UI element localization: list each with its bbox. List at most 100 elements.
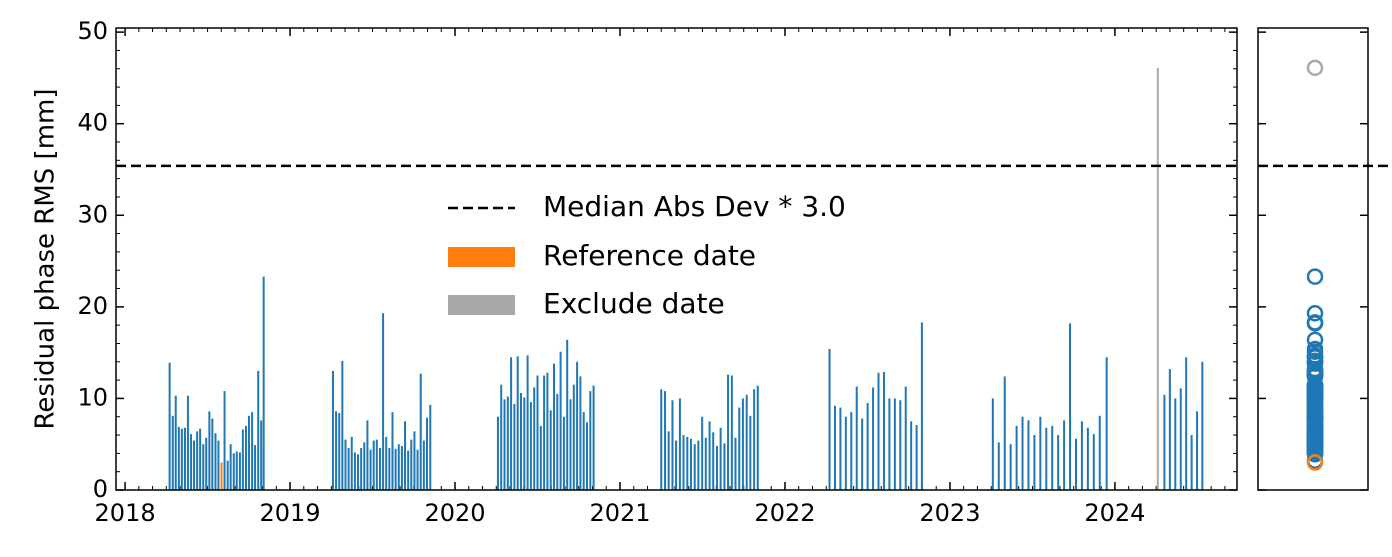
bar — [1003, 376, 1006, 490]
bar — [217, 440, 220, 490]
bar — [689, 438, 692, 490]
bar — [244, 425, 247, 490]
bar — [723, 443, 726, 490]
bar — [262, 276, 265, 490]
bar — [904, 386, 907, 490]
bar — [1033, 435, 1036, 490]
bar — [572, 384, 575, 490]
bar — [734, 437, 737, 490]
bar — [745, 394, 748, 490]
bar — [712, 432, 715, 490]
bar — [171, 415, 174, 490]
bar — [704, 437, 707, 490]
bar — [1105, 357, 1108, 490]
bar — [1057, 435, 1060, 490]
bar — [727, 374, 730, 490]
bar — [850, 412, 853, 490]
bar — [719, 427, 722, 490]
bar — [382, 313, 385, 490]
y-axis-label: Residual phase RMS [mm] — [31, 89, 61, 430]
value-point — [1306, 454, 1324, 471]
bar — [664, 391, 667, 490]
bar — [556, 393, 559, 490]
bar — [196, 431, 199, 490]
bar — [247, 415, 250, 490]
bar — [1051, 425, 1054, 490]
bar — [529, 402, 532, 490]
bar — [413, 431, 416, 490]
bar — [410, 439, 413, 490]
y-tick-label: 40 — [77, 109, 108, 137]
bar — [168, 362, 171, 490]
x-tick-label: 2024 — [1084, 499, 1145, 527]
value-point — [1306, 419, 1324, 436]
bar — [257, 370, 260, 490]
bar — [1080, 421, 1083, 490]
bar — [828, 348, 831, 490]
bar — [520, 392, 523, 490]
bar — [1009, 444, 1012, 490]
bar — [582, 412, 585, 490]
bar — [407, 450, 410, 490]
value-point — [1306, 407, 1324, 425]
bar — [678, 398, 681, 490]
bar — [539, 425, 542, 490]
bar — [503, 399, 506, 490]
bar — [190, 434, 193, 490]
bar — [741, 398, 744, 490]
bar — [844, 416, 847, 490]
bar — [232, 453, 235, 490]
bar — [335, 411, 338, 490]
bar — [260, 420, 263, 490]
bar — [1092, 434, 1095, 490]
bar — [174, 395, 177, 490]
bar — [391, 412, 394, 490]
y-tick-label: 30 — [77, 200, 108, 228]
bar — [338, 413, 341, 490]
bar — [238, 452, 241, 490]
bar — [533, 387, 536, 490]
bar — [193, 440, 196, 490]
bar — [419, 373, 422, 490]
bar — [866, 403, 869, 490]
bar — [353, 452, 356, 490]
bar — [1179, 388, 1182, 490]
bar — [180, 428, 183, 490]
bar — [500, 384, 503, 490]
bar — [1168, 369, 1171, 490]
bar — [693, 444, 696, 490]
x-tick-label: 2018 — [95, 499, 156, 527]
bar — [675, 440, 678, 490]
bar — [1063, 420, 1066, 490]
x-tick-label: 2023 — [919, 499, 980, 527]
bar — [991, 398, 994, 490]
bar — [660, 389, 663, 490]
value-point — [1306, 331, 1324, 349]
x-tick-label: 2019 — [260, 499, 321, 527]
bar — [363, 442, 366, 490]
bar — [686, 436, 689, 490]
value-point — [1306, 435, 1324, 453]
bar — [861, 418, 864, 490]
legend-label: Median Abs Dev * 3.0 — [543, 190, 846, 223]
bar — [241, 429, 244, 490]
bar — [671, 400, 674, 490]
bar — [738, 407, 741, 490]
bar — [872, 387, 875, 490]
bar — [214, 433, 217, 490]
bar — [997, 442, 1000, 490]
bar — [701, 416, 704, 490]
bar — [579, 376, 582, 490]
bar — [543, 375, 546, 490]
bar — [347, 447, 350, 490]
bar — [186, 395, 189, 490]
bar — [716, 446, 719, 490]
bar — [220, 462, 223, 490]
bar — [516, 356, 519, 490]
bar — [839, 407, 842, 490]
bar — [682, 435, 685, 490]
value-point — [1306, 380, 1324, 397]
bar — [910, 421, 913, 490]
bar — [375, 439, 378, 490]
x-tick-label: 2022 — [754, 499, 815, 527]
